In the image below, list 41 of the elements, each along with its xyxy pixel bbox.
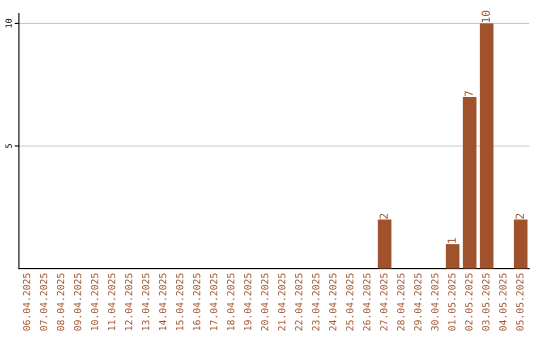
x-tick-label: 12.04.2025	[124, 274, 132, 330]
data-label: 10	[482, 10, 490, 22]
data-label: 1	[448, 238, 456, 243]
x-tick-label: 30.04.2025	[431, 274, 438, 331]
x-tick-label: 24.04.2025	[329, 274, 336, 331]
x-tick-label: 13.04.2025	[142, 274, 150, 330]
x-tick-label: 16.04.2025	[193, 274, 200, 330]
x-tick-label: 20.04.2025	[261, 274, 268, 331]
x-tick-label: 17.04.2025	[210, 274, 218, 330]
x-tick-label: 15.04.2025	[176, 274, 184, 330]
x-tick-label: 07.04.2025	[40, 274, 48, 331]
x-tick-label: 03.05.2025	[482, 274, 490, 331]
x-tick-label: 06.04.2025	[22, 274, 30, 331]
bar	[480, 23, 494, 269]
x-tick-label: 27.04.2025	[380, 274, 388, 331]
data-label: 2	[379, 214, 388, 219]
x-tick-label: 21.04.2025	[278, 274, 286, 331]
x-tick-label: 01.05.2025	[448, 274, 456, 331]
x-tick-label: 02.05.2025	[465, 274, 473, 331]
y-tick-label: 5	[6, 144, 12, 148]
x-tick-label: 22.04.2025	[295, 274, 302, 331]
x-tick-label: 08.04.2025	[56, 274, 64, 331]
x-tick-label: 11.04.2025	[108, 274, 116, 330]
data-label: 7	[464, 91, 473, 96]
x-tick-label: 23.04.2025	[312, 274, 320, 331]
x-tick-label: 28.04.2025	[397, 274, 404, 331]
x-tick-label: 18.04.2025	[227, 274, 234, 330]
bar	[378, 220, 392, 269]
x-tick-label: 05.05.2025	[516, 274, 524, 331]
x-tick-label: 25.04.2025	[346, 274, 354, 331]
x-tick-label: 26.04.2025	[363, 274, 370, 331]
x-tick-label: 04.05.2025	[499, 274, 507, 331]
x-tick-label: 19.04.2025	[244, 274, 252, 330]
data-label: 2	[516, 214, 524, 219]
x-tick-label: 10.04.2025	[90, 274, 98, 330]
x-tick-label: 29.04.2025	[414, 274, 422, 331]
bar	[446, 244, 460, 269]
x-tick-label: 14.04.2025	[158, 274, 166, 330]
bar	[462, 96, 476, 269]
x-tick-label: 09.04.2025	[74, 274, 82, 331]
bar	[514, 220, 528, 269]
